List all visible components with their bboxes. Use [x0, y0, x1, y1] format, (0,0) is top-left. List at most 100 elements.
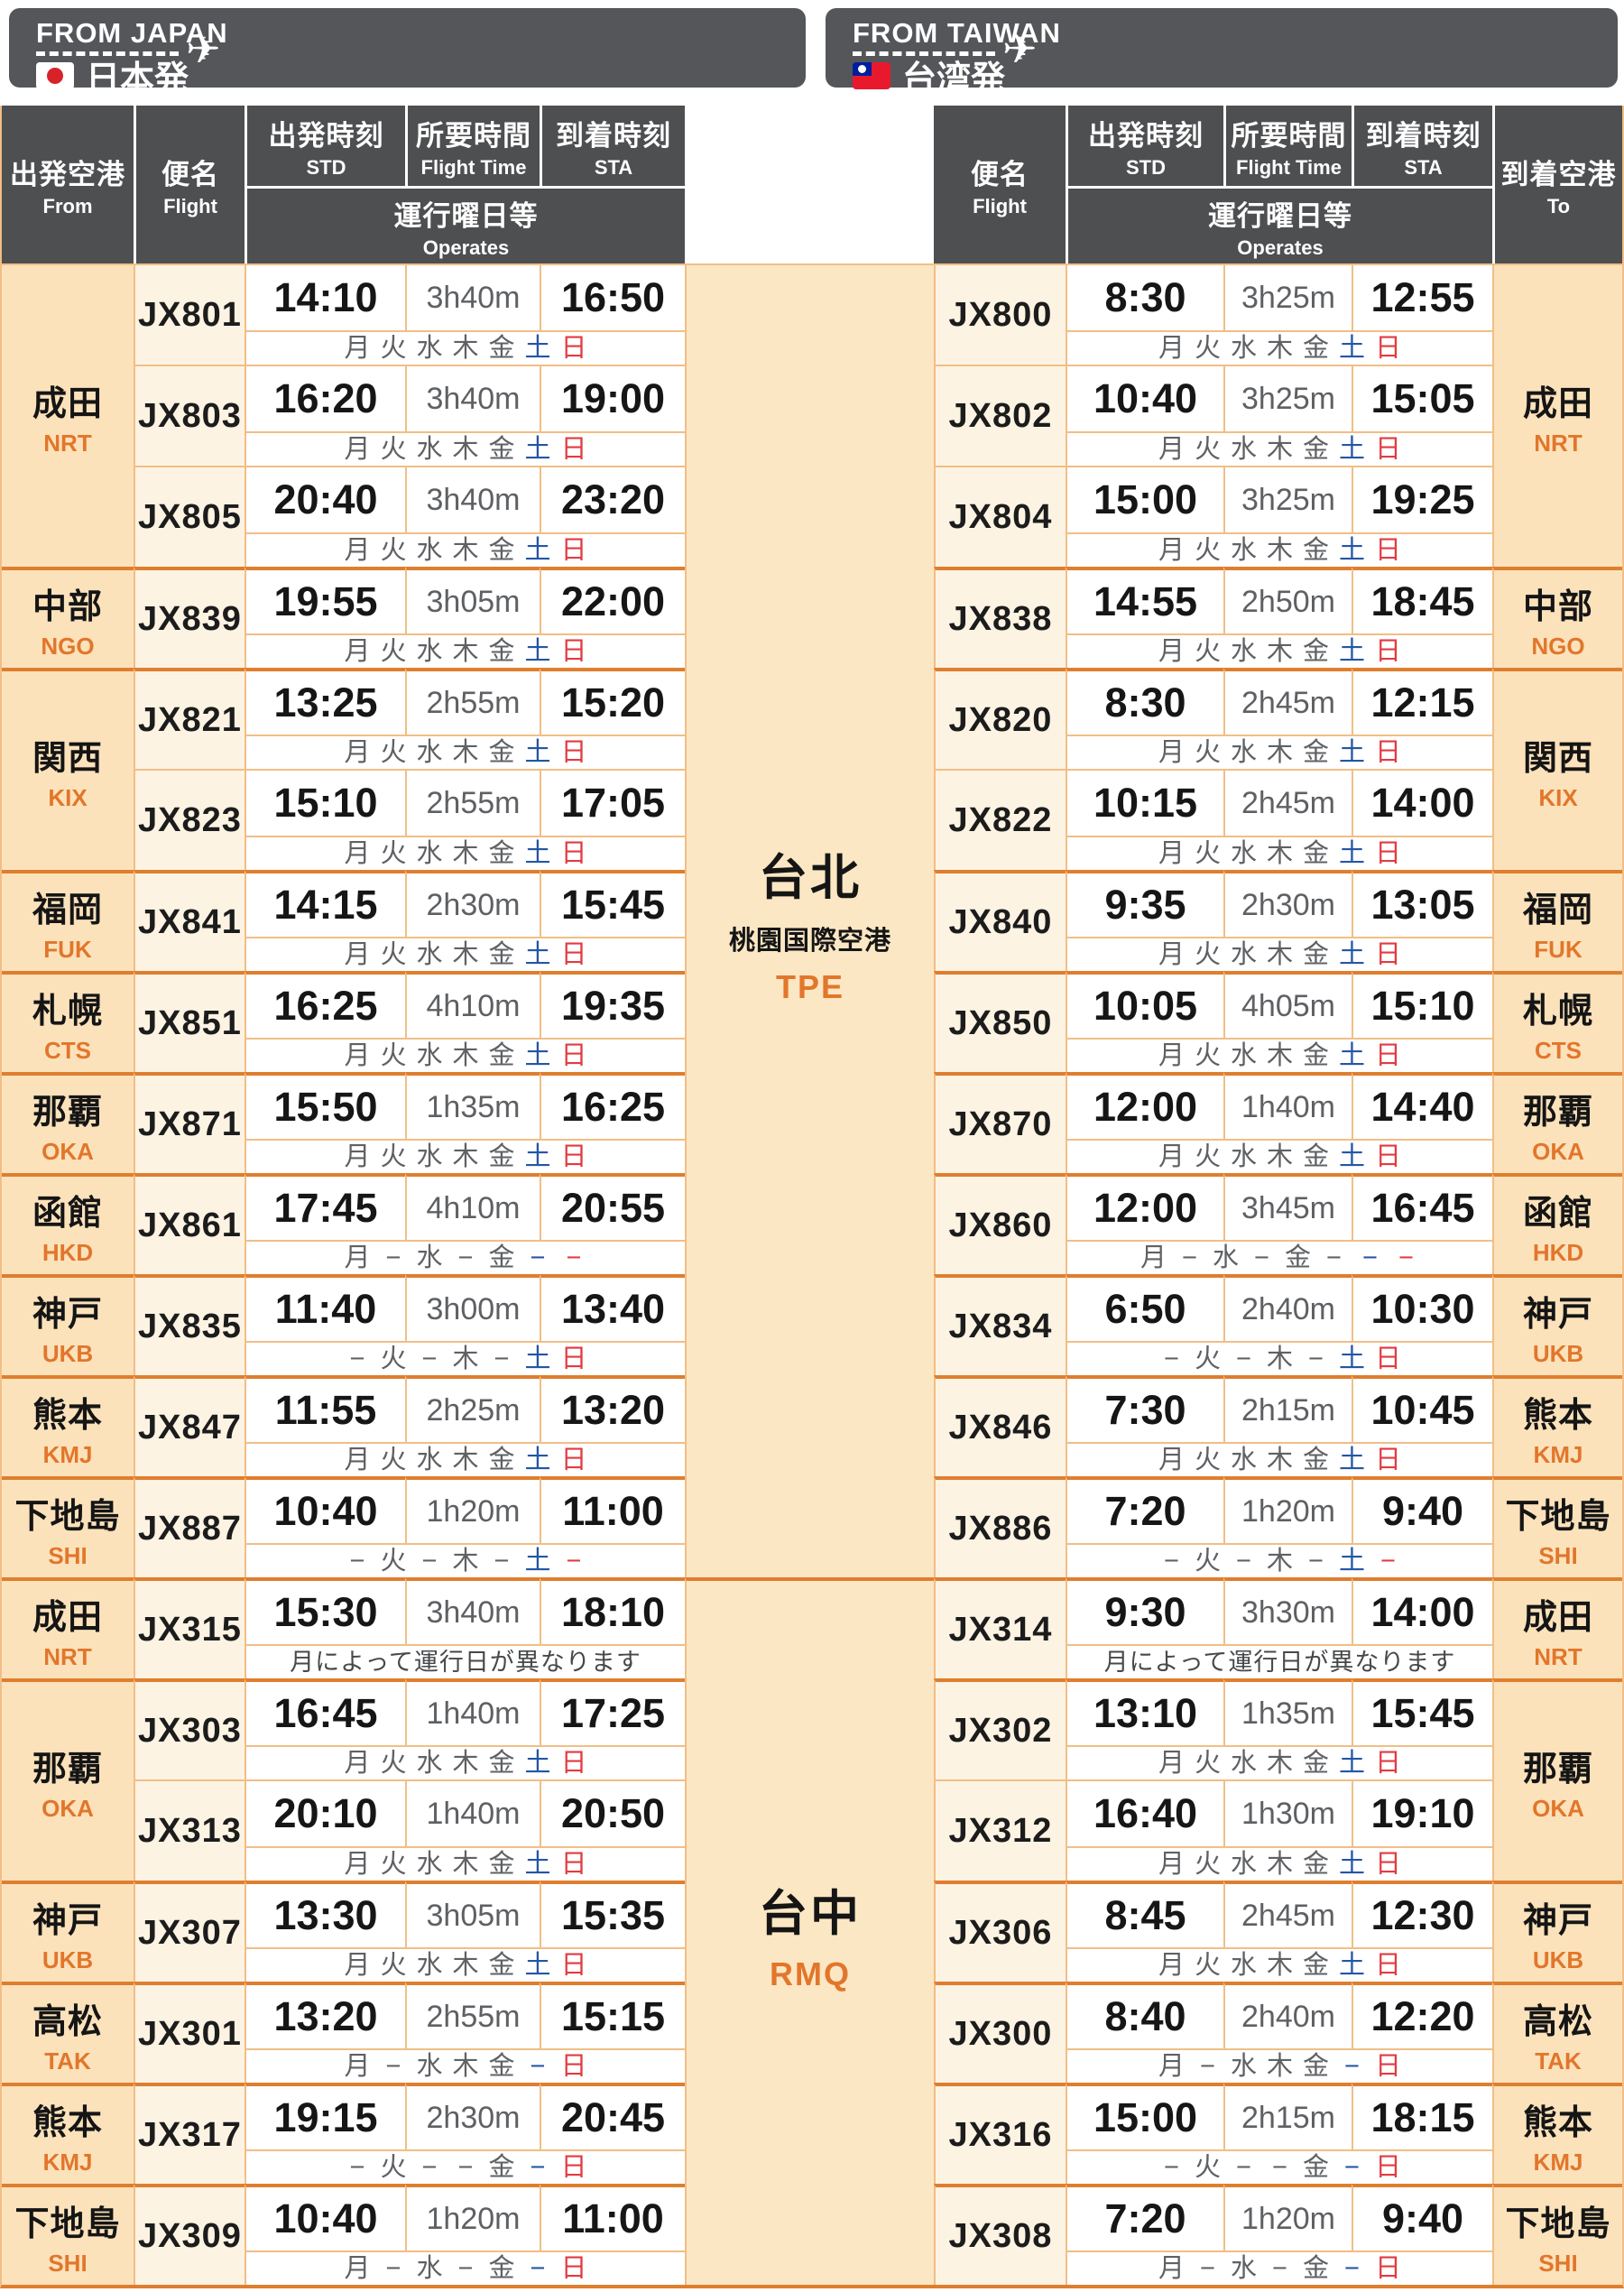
airport-cell-left: 成田 NRT: [2, 1577, 134, 1678]
airport-name: 成田: [32, 384, 103, 423]
banner-title: FROM TAIWAN: [853, 17, 1061, 49]
day-token: 金: [488, 838, 515, 868]
day-token: 火: [380, 737, 407, 767]
airport-cell-right: 関西 KIX: [1492, 668, 1622, 870]
sta-time-cell: 12:15: [1352, 668, 1492, 735]
flight-duration-cell: 2h45m: [1223, 769, 1352, 836]
flight-duration-cell: 2h30m: [1223, 870, 1352, 937]
sta-time-cell: 13:40: [540, 1274, 685, 1341]
flight-duration-cell: 2h25m: [405, 1375, 540, 1442]
header-operates-left-ja: 運行曜日等: [393, 199, 539, 232]
header-flight-right-ja: 便名: [971, 158, 1029, 190]
day-token: 木: [452, 636, 479, 666]
sta-time-cell: 12:30: [1352, 1881, 1492, 1947]
day-token: −: [1164, 1344, 1179, 1373]
day-token: 木: [1266, 1141, 1293, 1171]
day-token: 木: [452, 1748, 479, 1778]
airport-cell-right: 那覇 OKA: [1492, 1072, 1622, 1173]
day-token: −: [530, 1243, 546, 1272]
day-token: 火: [1194, 535, 1221, 565]
std-time-cell: 10:40: [245, 1476, 405, 1543]
sta-time-cell: 14:40: [1352, 1072, 1492, 1139]
day-token: 金: [1302, 535, 1329, 565]
airport-code: HKD: [1532, 1238, 1584, 1266]
sta-time-cell: 19:00: [540, 365, 685, 431]
day-token: 月: [344, 1849, 371, 1879]
day-token: 水: [416, 1243, 443, 1272]
day-token: 火: [380, 2152, 407, 2182]
day-token: 水: [1230, 1950, 1257, 1980]
day-token: 金: [488, 1950, 515, 1980]
header-sta-right: 到着時刻 STA: [1352, 106, 1492, 186]
day-token: 日: [560, 2152, 587, 2182]
day-token: 土: [524, 1040, 551, 1070]
airport-code: CTS: [1535, 1036, 1582, 1064]
header-std-left-ja: 出発時刻: [268, 119, 384, 152]
day-token: −: [566, 1243, 582, 1272]
airport-cell-left: 中部 NGO: [2, 567, 134, 668]
flight-number-cell: JX847: [134, 1375, 245, 1476]
std-time-cell: 13:10: [1066, 1678, 1223, 1745]
japan-flag-icon: [36, 61, 74, 89]
operates-days-cell: 月火水木金土日: [1066, 1947, 1492, 1982]
day-token: 金: [1302, 434, 1329, 464]
day-token: 水: [1212, 1243, 1239, 1272]
day-token: −: [457, 1243, 474, 1272]
day-token: 金: [1302, 333, 1329, 363]
day-token: 日: [560, 636, 587, 666]
std-time-cell: 20:10: [245, 1779, 405, 1846]
airport-name: 熊本: [1522, 1396, 1593, 1435]
flight-duration-cell: 3h40m: [405, 365, 540, 431]
day-token: 火: [1194, 636, 1221, 666]
std-time-cell: 10:40: [245, 2184, 405, 2250]
std-time-cell: 8:30: [1066, 668, 1223, 735]
header-flight-left: 便名 Flight: [134, 106, 245, 263]
day-token: −: [421, 1344, 438, 1373]
header-operates-right-en: Operates: [1237, 236, 1324, 259]
flight-number-cell: JX301: [134, 1982, 245, 2083]
day-token: 日: [1374, 2152, 1401, 2182]
day-token: 土: [524, 1748, 551, 1778]
day-token: 土: [524, 1950, 551, 1980]
day-token: 日: [1374, 1849, 1401, 1879]
airport-name: 神戸: [1522, 1295, 1593, 1334]
day-token: −: [1164, 1546, 1179, 1576]
std-time-cell: 14:55: [1066, 567, 1223, 633]
operates-days-cell: 月火水木金土日: [245, 836, 685, 870]
std-time-cell: 14:15: [245, 870, 405, 937]
operates-days-cell: 月火水木金土日: [1066, 431, 1492, 466]
flight-duration-cell: 3h40m: [405, 466, 540, 532]
day-token: −: [1326, 1243, 1342, 1272]
day-token: 月: [344, 434, 371, 464]
banner-subtitle: 台湾発: [902, 60, 1006, 98]
day-token: −: [530, 2253, 546, 2283]
operates-days-cell: 月火水木金土日: [1066, 1139, 1492, 1173]
sta-time-cell: 17:05: [540, 769, 685, 836]
day-token: −: [1236, 1546, 1251, 1576]
airport-code: NRT: [1534, 429, 1582, 457]
std-time-cell: 8:40: [1066, 1982, 1223, 2048]
day-token: 土: [1338, 333, 1365, 363]
std-time-cell: 6:50: [1066, 1274, 1223, 1341]
header-flight-left-ja: 便名: [161, 158, 219, 190]
airport-cell-left: 那覇 OKA: [2, 1072, 134, 1173]
airport-name: 神戸: [32, 1901, 103, 1940]
header-to-ja: 到着空港: [1500, 158, 1617, 190]
day-token: 火: [380, 1849, 407, 1879]
sta-time-cell: 12:55: [1352, 263, 1492, 330]
day-token: 木: [452, 1344, 479, 1373]
sta-time-cell: 15:45: [1352, 1678, 1492, 1745]
day-token: −: [1308, 1546, 1324, 1576]
day-token: 日: [560, 1445, 587, 1474]
day-token: 月: [1158, 737, 1185, 767]
flight-number-cell: JX835: [134, 1274, 245, 1375]
day-token: 水: [1230, 1748, 1257, 1778]
airport-cell-left: 那覇 OKA: [2, 1678, 134, 1881]
flight-number-cell: JX846: [934, 1375, 1066, 1476]
operates-days-cell: 月火水木金土日: [1066, 1846, 1492, 1881]
day-token: 木: [1266, 2051, 1293, 2081]
plane-icon: ✈: [1002, 25, 1038, 72]
airport-code: NRT: [1534, 1642, 1582, 1670]
day-token: 月: [1158, 939, 1185, 969]
day-token: 水: [416, 838, 443, 868]
